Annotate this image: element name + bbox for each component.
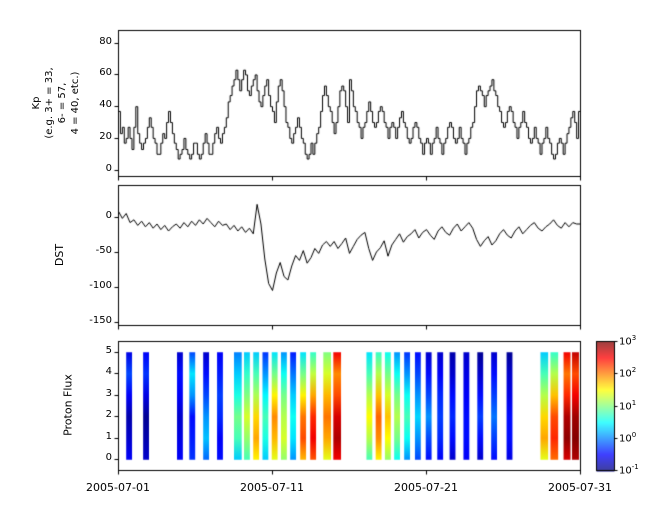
colorbar-tick-label: 102	[619, 366, 637, 380]
colorbar-tick-label: 100	[619, 431, 637, 445]
flux-ytick-label: 2	[105, 409, 112, 420]
dst-ytick-label: 0	[105, 210, 112, 221]
dst-ytick-label: -150	[89, 315, 112, 326]
dst-axis-label: DST	[53, 243, 66, 267]
proton-flux-axis-label: Proton Flux	[61, 374, 75, 436]
kp-ytick-label: 60	[99, 67, 112, 78]
kp-ytick-label: 80	[99, 36, 112, 47]
kp-ytick-label: 40	[99, 99, 112, 110]
flux-ytick-label: 0	[105, 452, 112, 463]
colorbar-tick-label: 101	[619, 399, 637, 413]
x-axis-tick-label: 2005-07-11	[240, 481, 304, 494]
flux-ytick-label: 4	[105, 366, 112, 377]
x-axis-tick-label: 2005-07-21	[394, 481, 458, 494]
kp-ytick-label: 20	[99, 131, 112, 142]
kp-axis-label-line: 6- = 57,	[57, 82, 68, 124]
dst-ytick-label: -50	[95, 245, 112, 256]
flux-ytick-label: 1	[105, 431, 112, 442]
colorbar-tick-label: 10-1	[619, 463, 639, 477]
x-axis-tick-label: 2005-07-01	[86, 481, 150, 494]
kp-axis-label-line: (e.g. 3+ = 33,	[44, 67, 55, 139]
colorbar-tick-label: 103	[619, 334, 637, 348]
flux-ytick-label: 5	[105, 345, 112, 356]
x-axis-tick-label: 2005-07-31	[548, 481, 612, 494]
flux-ytick-label: 3	[105, 388, 112, 399]
kp-axis-label-line: Kp	[31, 96, 42, 110]
kp-ytick-label: 0	[105, 163, 112, 174]
dst-ytick-label: -100	[89, 280, 112, 291]
